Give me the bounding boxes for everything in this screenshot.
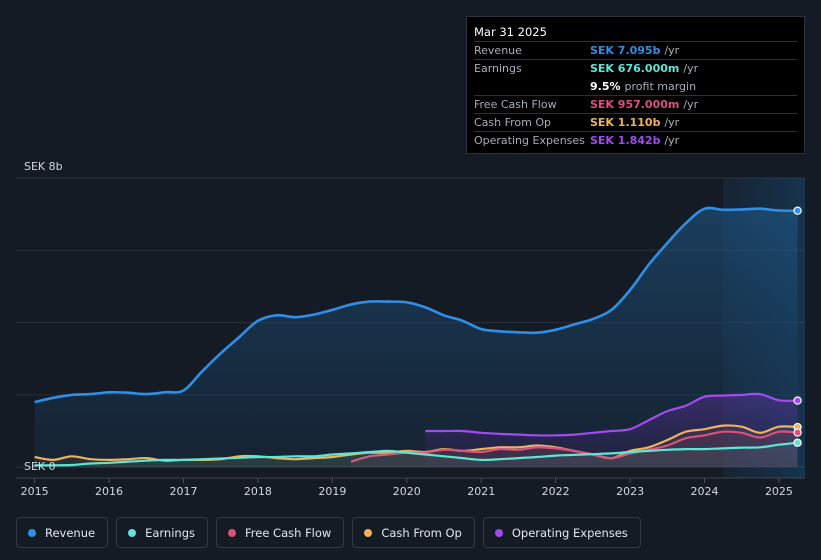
tooltip-row-unit: /yr — [664, 134, 680, 148]
free-cash-flow-line — [350, 430, 798, 463]
earnings-line — [34, 441, 798, 467]
legend-label: Revenue — [45, 525, 96, 540]
free-cash-flow-end-marker — [793, 428, 802, 437]
earnings-area — [34, 442, 798, 468]
y-axis-top-label: SEK 8b — [24, 160, 63, 173]
tooltip-row-label: Cash From Op — [474, 116, 552, 130]
legend-item-operating-expenses[interactable]: Operating Expenses — [482, 517, 641, 548]
x-tick-label: 2020 — [393, 485, 421, 498]
tooltip-row-unit: /yr — [664, 44, 680, 57]
x-tick-label: 2019 — [318, 485, 346, 498]
x-tick-label: 2018 — [244, 485, 272, 498]
legend-item-revenue[interactable]: Revenue — [16, 517, 109, 548]
x-tick-label: 2015 — [21, 485, 49, 498]
legend-dot-icon — [494, 528, 503, 537]
tooltip-row-label: Free Cash Flow — [474, 97, 557, 111]
revenue-area — [34, 207, 798, 468]
legend-dot-icon — [228, 528, 236, 537]
tooltip-date: Mar 31 2025 — [474, 25, 547, 39]
tooltip-row: 9.5% profit margin — [474, 78, 797, 95]
tooltip-row-label — [474, 78, 590, 95]
legend-label: Operating Expenses — [511, 525, 628, 540]
operating-expenses-line — [425, 392, 798, 437]
legend-label: Earnings — [145, 525, 195, 540]
tooltip-row-label: Operating Expenses — [474, 134, 585, 148]
tooltip-row: Free Cash Flow SEK 957.000m/yr — [474, 94, 797, 113]
x-axis: 2015 2016 2017 2018 2019 2020 2021 2022 2023 2024… — [21, 478, 793, 498]
y-axis-zero-label: SEK 0 — [24, 460, 56, 473]
tooltip-row: Earnings SEK 676.000m/yr — [474, 59, 797, 77]
tooltip-row-label: Revenue — [474, 44, 522, 57]
legend-item-cash-from-op[interactable]: Cash From Op — [352, 517, 475, 548]
x-tick-label: 2021 — [467, 485, 495, 498]
tooltip-row-unit: /yr — [683, 62, 699, 76]
series-layer — [34, 206, 802, 468]
tooltip-row-unit: /yr — [664, 116, 680, 130]
legend-dot-icon — [364, 528, 373, 537]
chart: 2015 2016 2017 2018 2019 2020 2021 2022 2023 2024… — [16, 160, 805, 498]
legend-item-earnings[interactable]: Earnings — [116, 517, 208, 548]
legend-item-free-cash-flow[interactable]: Free Cash Flow — [216, 517, 345, 548]
x-tick-label: 2017 — [169, 485, 197, 498]
tooltip-row-value: SEK 957.000m — [590, 97, 680, 111]
legend-dot-icon — [128, 528, 137, 537]
x-tick-label: 2022 — [542, 485, 570, 498]
tooltip-rows: Revenue SEK 7.095b/yr Earnings SEK 676.000m… — [474, 41, 797, 150]
x-tick-label: 2025 — [765, 485, 793, 498]
tooltip-panel: Mar 31 2025 Revenue SEK 7.095b/yr Earnings… — [466, 16, 805, 154]
tooltip-row-unit: profit margin — [624, 79, 697, 93]
tooltip-row-value: SEK 676.000m — [590, 62, 680, 76]
tooltip-row-value: SEK 7.095b — [590, 44, 661, 57]
tooltip-row-value: 9.5% — [590, 79, 621, 93]
tooltip-row: Revenue SEK 7.095b/yr — [474, 41, 797, 59]
legend: Revenue Earnings Free Cash Flow Cash From O… — [16, 517, 645, 548]
earnings-end-marker — [793, 438, 802, 447]
tooltip-row-value: SEK 1.842b — [590, 134, 661, 148]
tooltip-row: Operating Expenses SEK 1.842b/yr — [474, 131, 797, 149]
x-tick-label: 2024 — [691, 485, 719, 498]
tooltip-row: Cash From Op SEK 1.110b/yr — [474, 113, 797, 131]
revenue-end-marker — [793, 206, 802, 215]
tooltip-row-label: Earnings — [474, 62, 522, 76]
x-tick-label: 2016 — [95, 485, 123, 498]
x-tick-label: 2023 — [616, 485, 644, 498]
tooltip-row-value: SEK 1.110b — [590, 116, 661, 130]
legend-label: Free Cash Flow — [245, 525, 332, 540]
tooltip-row-unit: /yr — [683, 97, 699, 111]
revenue-line — [34, 206, 798, 404]
legend-label: Cash From Op — [381, 525, 462, 540]
operating-expenses-end-marker — [793, 396, 802, 405]
legend-dot-icon — [28, 528, 36, 537]
